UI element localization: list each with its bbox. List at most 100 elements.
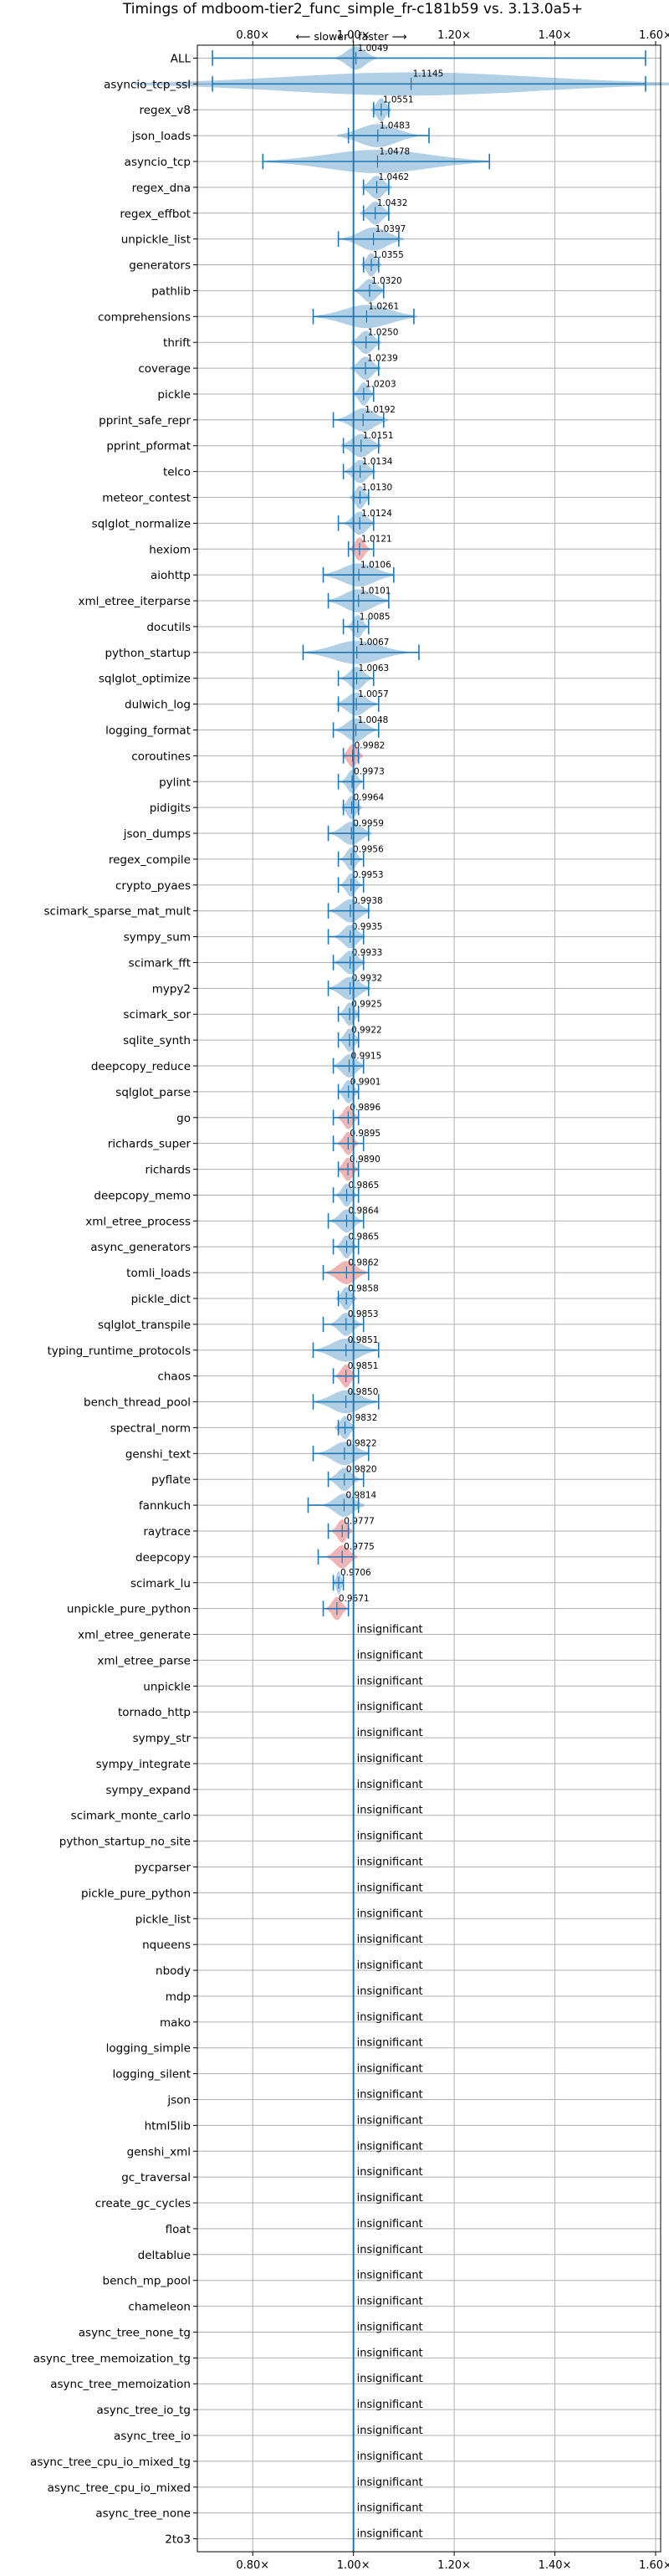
benchmark-label: coverage xyxy=(138,362,191,376)
benchmark-label: xml_etree_parse xyxy=(97,1654,191,1667)
benchmark-label: generators xyxy=(129,259,191,273)
insignificant-label: insignificant xyxy=(357,1908,423,1920)
benchmark-label: regex_v8 xyxy=(139,104,191,117)
benchmark-label: async_tree_memoization xyxy=(50,2378,191,2391)
value-label: 0.9959 xyxy=(353,818,384,828)
value-label: 1.0063 xyxy=(358,663,389,673)
value-label: 0.9775 xyxy=(344,1542,375,1552)
value-label: 1.0483 xyxy=(380,120,411,131)
benchmark-label: python_startup_no_site xyxy=(59,1836,191,1849)
grid-lines xyxy=(197,45,661,2552)
insignificant-label: insignificant xyxy=(357,2528,423,2541)
benchmark-label: comprehensions xyxy=(98,310,191,324)
benchmark-label: sympy_sum xyxy=(124,931,191,945)
benchmark-label: python_startup xyxy=(105,647,191,660)
value-label: 0.9964 xyxy=(354,793,385,803)
value-label: 0.9915 xyxy=(351,1051,382,1061)
insignificant-label: insignificant xyxy=(357,2373,423,2385)
insignificant-label: insignificant xyxy=(357,2192,423,2205)
benchmark-label: aiohttp xyxy=(151,569,191,582)
insignificant-label: insignificant xyxy=(357,2476,423,2489)
benchmark-label: xml_etree_iterparse xyxy=(79,595,192,608)
value-label: 1.0551 xyxy=(383,95,414,105)
benchmark-label: chaos xyxy=(157,1370,191,1384)
value-label: 0.9865 xyxy=(349,1232,380,1242)
insignificant-label: insignificant xyxy=(357,1649,423,1662)
value-label: 0.9822 xyxy=(346,1439,377,1449)
benchmark-label: scimark_fft xyxy=(129,956,191,970)
benchmark-label: richards xyxy=(146,1164,191,1177)
x-axis-top: 0.80× 1.00× 1.20× 1.40× 1.60× xyxy=(236,29,669,45)
value-label: 0.9922 xyxy=(351,1025,382,1035)
value-label: 1.0049 xyxy=(358,44,389,54)
benchmark-label: async_tree_cpu_io_mixed xyxy=(48,2481,191,2495)
benchmark-label: pyflate xyxy=(151,1473,191,1487)
x-tick-label: 1.40× xyxy=(539,29,572,42)
benchmark-label: html5lib xyxy=(145,2119,191,2133)
value-label: 1.0192 xyxy=(365,405,396,415)
insignificant-label: insignificant xyxy=(357,2166,423,2179)
insignificant-label: insignificant xyxy=(357,2451,423,2463)
insignificant-label: insignificant xyxy=(357,2399,423,2411)
benchmark-label: pylint xyxy=(159,776,191,789)
insignificant-label: insignificant xyxy=(357,2244,423,2256)
value-label: 0.9901 xyxy=(350,1077,381,1087)
x-tick-label: 1.00× xyxy=(337,29,370,42)
value-label: 1.0397 xyxy=(375,224,406,234)
benchmark-label: sympy_str xyxy=(133,1732,192,1745)
benchmark-label: bench_thread_pool xyxy=(84,1396,191,1410)
insignificant-label: insignificant xyxy=(357,2321,423,2333)
value-label: 1.0432 xyxy=(377,198,408,208)
value-label: 1.0124 xyxy=(361,509,392,519)
benchmark-label: mypy2 xyxy=(152,982,191,996)
insignificant-label: insignificant xyxy=(357,1624,423,1636)
value-label: 0.9858 xyxy=(348,1283,379,1293)
benchmark-label: scimark_monte_carlo xyxy=(71,1810,191,1823)
plot-frame xyxy=(197,44,661,2553)
benchmark-label: mdp xyxy=(166,1990,191,2004)
benchmark-label: sqlglot_normalize xyxy=(92,517,191,530)
y-axis-labels: ALL asyncio_tcp_ssl regex_v8 json_loadsasyn… xyxy=(30,52,197,2547)
value-label: 0.9862 xyxy=(348,1257,379,1268)
benchmark-label: tornado_http xyxy=(118,1706,191,1719)
x-tick-label: 0.80× xyxy=(236,2559,269,2572)
benchmark-marks: 1.0049 1.1145 1.0551 1.0483 1.0478 1.0462 1.04… xyxy=(134,44,669,2552)
benchmark-label: coroutines xyxy=(131,750,191,763)
benchmark-label: sqlglot_transpile xyxy=(98,1319,191,1332)
value-label: 0.9853 xyxy=(348,1309,379,1319)
benchmark-label: deepcopy_reduce xyxy=(91,1060,191,1073)
benchmark-label: pprint_pformat xyxy=(106,440,191,453)
benchmark-label: chameleon xyxy=(128,2301,191,2314)
benchmark-label: richards_super xyxy=(108,1138,192,1151)
value-label: 1.0057 xyxy=(358,689,389,699)
value-label: 0.9933 xyxy=(352,948,383,958)
benchmark-label: json xyxy=(166,2093,191,2107)
benchmark-label: deepcopy xyxy=(135,1551,191,1565)
benchmark-label: raytrace xyxy=(143,1525,191,1539)
benchmark-label: asyncio_tcp_ssl xyxy=(104,78,191,91)
value-label: 0.9706 xyxy=(340,1568,371,1578)
value-label: 0.9953 xyxy=(353,870,384,880)
benchmark-label: async_tree_none xyxy=(95,2507,191,2521)
benchmark-label: async_tree_io_tg xyxy=(96,2404,191,2417)
benchmark-label: pickle_dict xyxy=(131,1293,191,1306)
value-label: 0.9925 xyxy=(351,1000,382,1010)
benchmark-label: genshi_xml xyxy=(127,2145,191,2159)
insignificant-label: insignificant xyxy=(357,2088,423,2101)
value-label: 0.9820 xyxy=(346,1465,377,1475)
benchmark-label: scimark_lu xyxy=(130,1577,191,1590)
value-label: 0.9895 xyxy=(350,1129,380,1139)
insignificant-label: insignificant xyxy=(357,1727,423,1739)
insignificant-label: insignificant xyxy=(357,2063,423,2076)
value-label: 0.9932 xyxy=(352,974,383,984)
benchmark-label: regex_compile xyxy=(109,853,191,867)
value-label: 1.0134 xyxy=(362,457,393,467)
benchmark-label: sympy_expand xyxy=(105,1784,191,1797)
value-label: 0.9864 xyxy=(348,1206,379,1216)
value-label: 1.0203 xyxy=(365,379,396,389)
benchmark-label: logging_format xyxy=(105,724,191,737)
benchmark-label: pprint_safe_repr xyxy=(99,414,191,428)
benchmark-label: xml_etree_generate xyxy=(78,1629,191,1642)
value-label: 1.0085 xyxy=(360,612,391,622)
x-axis-bottom: 0.80× 1.00× 1.20× 1.40× 1.60× xyxy=(236,2552,669,2572)
